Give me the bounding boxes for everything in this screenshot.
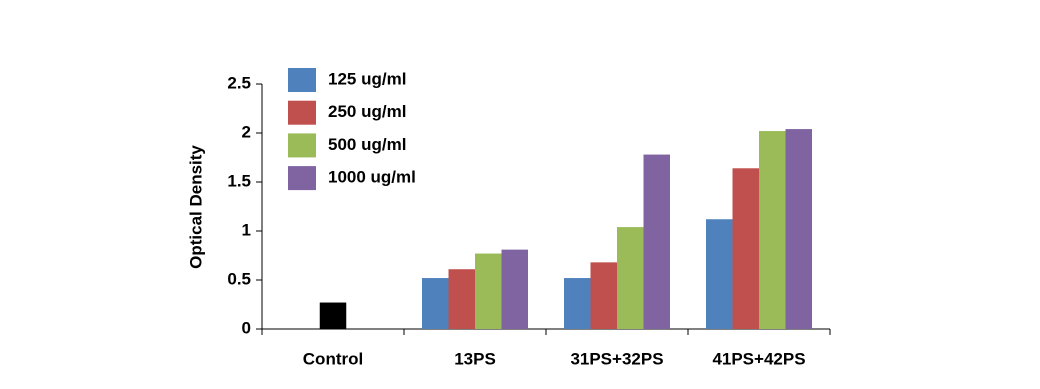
y-tick-label: 2 [242, 122, 251, 141]
bar [422, 278, 449, 329]
bar [706, 219, 733, 329]
bar [501, 249, 528, 329]
legend-label: 1000 ug/ml [328, 168, 416, 187]
bar [643, 154, 670, 329]
y-axis-label: Optical Density [186, 145, 205, 269]
y-tick-label: 1 [242, 220, 251, 239]
legend-label: 500 ug/ml [328, 135, 406, 154]
legend-swatch [288, 166, 316, 191]
legend-swatch [288, 133, 316, 158]
bar [785, 129, 812, 329]
legend-label: 250 ug/ml [328, 102, 406, 121]
bar [759, 131, 786, 329]
bar [564, 278, 591, 329]
bar [590, 262, 617, 329]
legend-label: 125 ug/ml [328, 69, 406, 88]
x-tick-label: 13PS [454, 349, 496, 368]
x-tick-label: 41PS+42PS [712, 349, 805, 368]
y-tick-label: 2.5 [227, 73, 251, 92]
y-tick-label: 1.5 [227, 171, 251, 190]
y-tick-label: 0.5 [227, 269, 251, 288]
legend-swatch [288, 68, 316, 92]
y-tick-label: 0 [242, 318, 251, 337]
x-tick-label: 31PS+32PS [570, 349, 663, 368]
bar [475, 253, 502, 329]
x-tick-label: Control [303, 349, 363, 368]
legend-swatch [288, 100, 316, 125]
bar [448, 269, 475, 329]
bar [319, 302, 347, 329]
bar [732, 168, 759, 329]
bar [617, 227, 644, 329]
